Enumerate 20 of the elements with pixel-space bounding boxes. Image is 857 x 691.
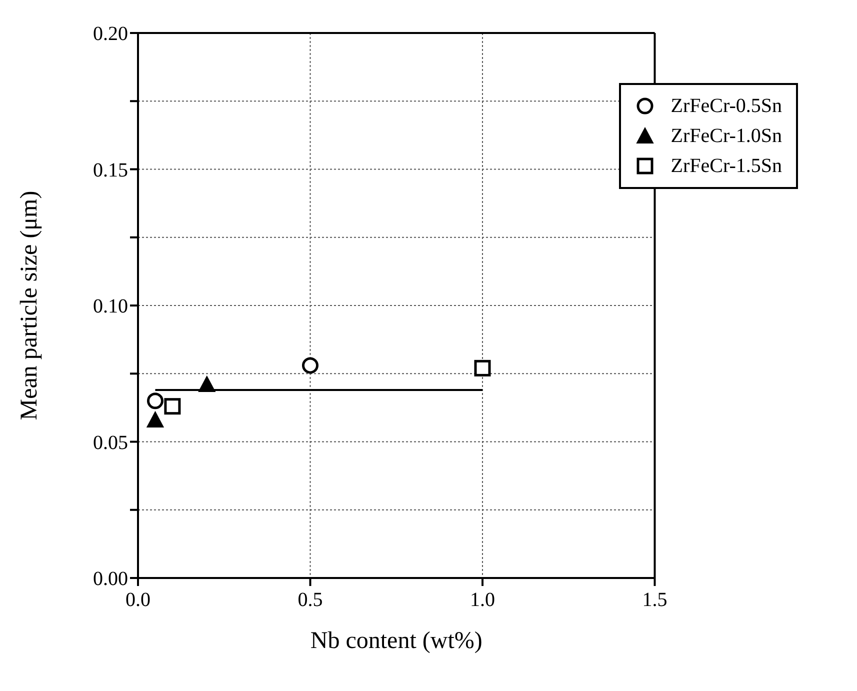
legend-label: ZrFeCr-0.5Sn bbox=[670, 94, 782, 119]
point bbox=[474, 360, 491, 376]
x-tick-label: 0.0 bbox=[126, 589, 150, 612]
x-tick-label: 1.5 bbox=[642, 589, 668, 612]
point bbox=[146, 392, 164, 410]
y-axis-title: Mean particle size (μm) bbox=[16, 190, 43, 420]
y-tick-label: 0.00 bbox=[93, 568, 128, 590]
x-axis-title: Nb content (wt%) bbox=[310, 628, 482, 654]
x-tick-label: 0.5 bbox=[298, 589, 323, 612]
point bbox=[146, 411, 164, 428]
point bbox=[164, 398, 181, 415]
legend-label: ZrFeCr-1.5Sn bbox=[670, 154, 782, 179]
y-tick-label: 0.10 bbox=[93, 296, 128, 318]
y-tick-label: 0.05 bbox=[93, 432, 128, 454]
point bbox=[302, 357, 318, 374]
y-tick-label: 0.15 bbox=[93, 159, 128, 182]
y-tick-label: 0.20 bbox=[93, 23, 128, 46]
legend-label: ZrFeCr-1.0Sn bbox=[670, 124, 782, 149]
x-tick-label: 1.0 bbox=[470, 589, 495, 612]
point bbox=[198, 376, 216, 392]
